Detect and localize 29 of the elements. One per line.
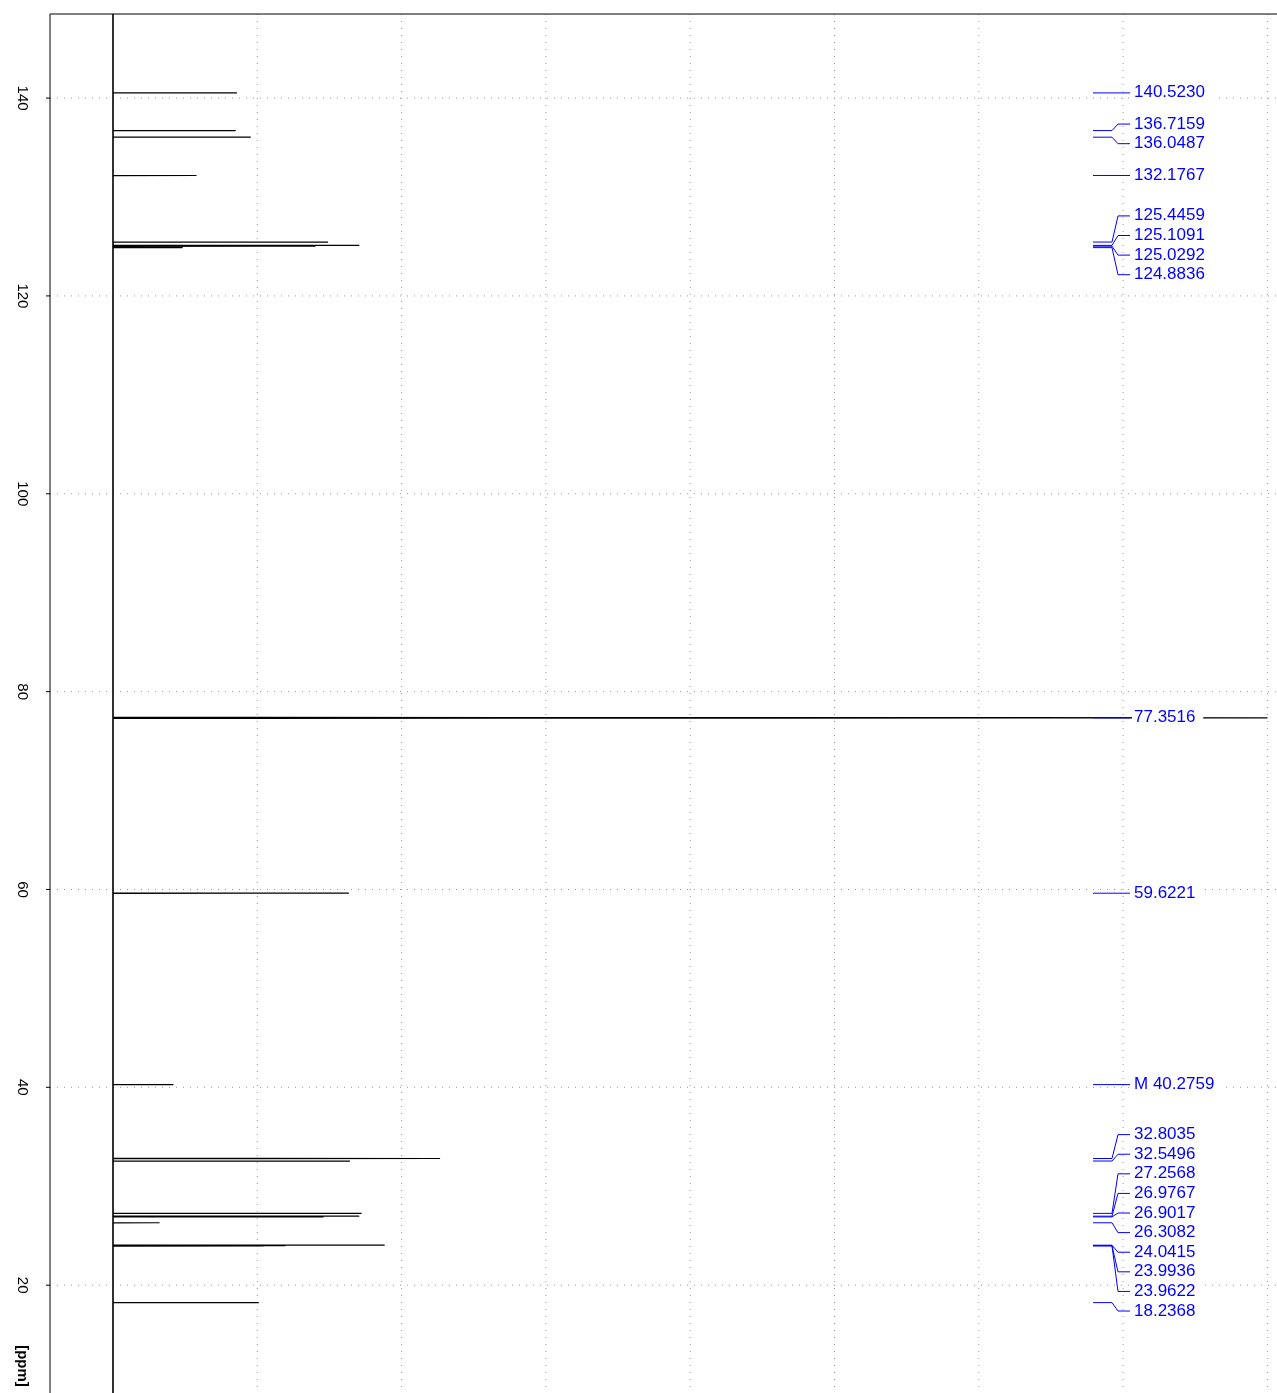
annotation: 26.9017 — [1134, 1202, 1196, 1222]
annotation: 32.8035 — [1134, 1124, 1196, 1144]
y-tick-label: 40 — [15, 1078, 33, 1096]
annotation: 140.5230 — [1134, 82, 1205, 102]
annotation: 125.0292 — [1134, 244, 1205, 264]
annotation: 125.1091 — [1134, 225, 1205, 244]
y-tick-label: 80 — [15, 683, 33, 700]
annotation: 24.0415 — [1134, 1241, 1196, 1261]
annotation: 59.6221 — [1134, 882, 1196, 902]
y-tick-label: 140 — [15, 85, 33, 111]
annotation: 125.4459 — [1134, 205, 1205, 225]
annotation: 77.3516 — [1134, 707, 1196, 727]
annotation: 18.2368 — [1134, 1300, 1196, 1320]
annotation: M 40.2759 — [1134, 1074, 1215, 1094]
annotation: 132.1767 — [1134, 164, 1205, 184]
y-tick-label: 120 — [15, 283, 33, 309]
annotation: 136.7159 — [1134, 113, 1205, 133]
annotation: 26.9767 — [1134, 1182, 1196, 1202]
annotation: 124.8836 — [1134, 264, 1205, 284]
y-tick-label: 100 — [15, 481, 33, 507]
annotation: 32.5496 — [1134, 1143, 1196, 1163]
y-tick-label: 60 — [15, 881, 33, 898]
annotation: 23.9622 — [1134, 1280, 1196, 1300]
y-axis-title: [ppm] — [15, 1345, 33, 1387]
y-tick-label: 20 — [15, 1276, 33, 1294]
annotation: 136.0487 — [1134, 133, 1205, 153]
annotation: 26.3082 — [1134, 1222, 1196, 1242]
annotation: 27.2568 — [1134, 1163, 1196, 1183]
annotation: 23.9936 — [1134, 1261, 1196, 1281]
